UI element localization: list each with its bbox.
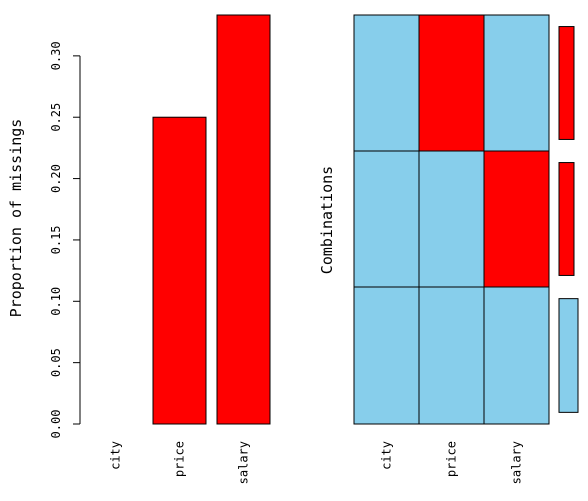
bar-salary <box>216 14 271 425</box>
combination-cell <box>483 286 550 425</box>
combination-frequency-bar <box>558 298 579 413</box>
combination-cell <box>353 14 420 152</box>
combination-cell <box>483 150 550 288</box>
combination-cell <box>418 150 485 288</box>
bar-series <box>152 14 271 425</box>
combination-cell <box>418 14 485 152</box>
bar-y-tick-label: 0.10 <box>49 287 63 316</box>
combinations-heatmap: city price salary Combinations <box>318 14 579 484</box>
bar-y-tick-label: 0.20 <box>49 164 63 193</box>
combination-x-tick-label: city <box>380 441 394 470</box>
combination-frequency-bar <box>558 26 575 140</box>
combination-x-tick-labels: city price salary <box>380 441 524 484</box>
combination-cell <box>483 14 550 152</box>
combination-x-tick-label: price <box>445 441 459 477</box>
bar-y-tick-label: 0.30 <box>49 41 63 70</box>
bar-price <box>152 116 207 425</box>
combination-cells <box>353 14 550 425</box>
bar-x-tick-label: city <box>109 441 123 470</box>
bar-y-tick-label: 0.15 <box>49 225 63 254</box>
combinations-y-axis-label: Combinations <box>318 166 336 274</box>
missing-proportion-bar-chart: 0.00 0.05 0.10 0.15 0.20 0.25 0.30 city price sa… <box>7 14 271 484</box>
bar-x-tick-labels: city price salary <box>109 441 251 484</box>
combination-cell <box>353 150 420 288</box>
bar-y-tick-label: 0.05 <box>49 348 63 377</box>
bar-y-tick-label: 0.00 <box>49 410 63 439</box>
bar-x-tick-label: salary <box>237 441 251 484</box>
combination-cell <box>353 286 420 425</box>
bar-y-tick-label: 0.25 <box>49 103 63 132</box>
combination-frequency-bar <box>558 162 575 276</box>
bar-y-axis-label: Proportion of missings <box>7 119 25 318</box>
combination-frequency-bars <box>558 26 579 413</box>
bar-x-tick-label: price <box>173 441 187 477</box>
combination-cell <box>418 286 485 425</box>
bar-y-axis: 0.00 0.05 0.10 0.15 0.20 0.25 0.30 <box>49 41 81 439</box>
combination-x-tick-label: salary <box>510 441 524 484</box>
